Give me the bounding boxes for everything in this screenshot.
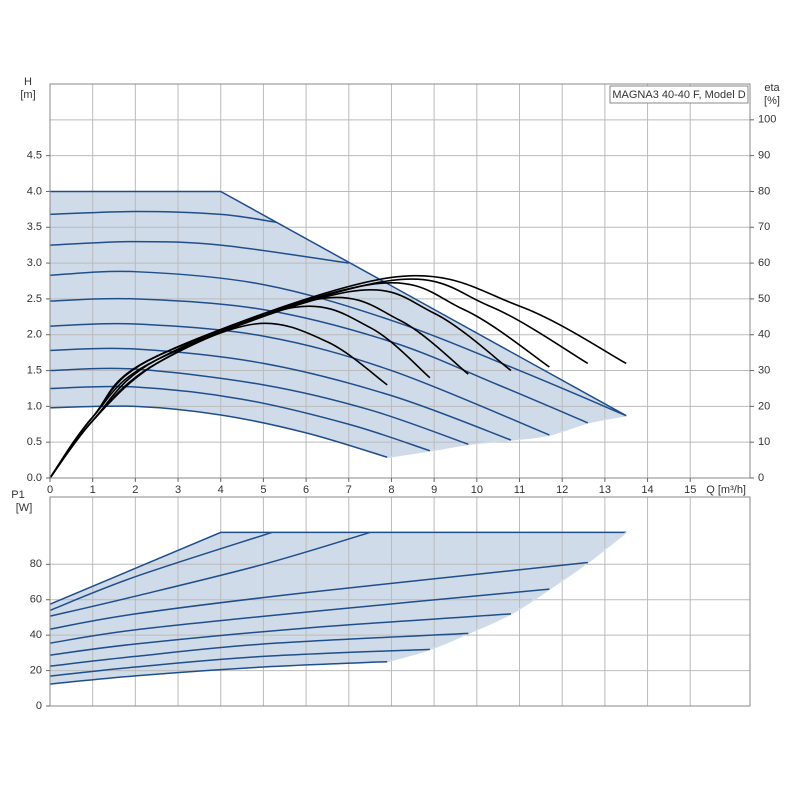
x-tick-label: 15 — [684, 484, 696, 496]
curve — [49, 347, 512, 441]
curve — [49, 531, 273, 612]
y-axis-label: P1 — [11, 489, 24, 501]
y2-tick-label: 10 — [758, 436, 770, 448]
y2-tick-label: 60 — [758, 257, 770, 269]
y-axis-unit: [W] — [16, 502, 33, 514]
curve — [49, 648, 430, 677]
x-tick-label: 14 — [641, 484, 653, 496]
y2-axis-label: eta — [764, 82, 780, 94]
y-tick-label: 1.5 — [27, 364, 42, 376]
y-tick-label: 3.0 — [27, 257, 42, 269]
y-tick-label: 4.0 — [27, 185, 42, 197]
x-tick-label: 0 — [47, 484, 53, 496]
y-tick-label: 3.5 — [27, 221, 42, 233]
x-tick-label: 12 — [556, 484, 568, 496]
curve — [49, 588, 550, 644]
curve — [49, 240, 349, 264]
curve — [49, 297, 589, 424]
y2-tick-label: 90 — [758, 150, 770, 162]
curve — [49, 270, 627, 417]
x-tick-label: 6 — [303, 484, 309, 496]
x-tick-label: 9 — [431, 484, 437, 496]
y-tick-label: 20 — [30, 664, 42, 676]
x-tick-label: 1 — [90, 484, 96, 496]
y-tick-label: 2.0 — [27, 329, 42, 341]
y-tick-label: 0 — [36, 700, 42, 712]
x-tick-label: 7 — [346, 484, 352, 496]
operating-area — [50, 191, 627, 458]
x-tick-label: 11 — [514, 484, 525, 496]
x-axis-label: Q [m³/h] — [706, 484, 746, 496]
plot-border — [49, 496, 751, 707]
x-tick-label: 10 — [471, 484, 483, 496]
y-axis-label: H — [24, 76, 32, 88]
chart-title: MAGNA3 40-40 F, Model D — [612, 89, 745, 101]
curve — [49, 561, 588, 630]
plot-border — [49, 83, 751, 479]
y-tick-label: 60 — [30, 594, 42, 606]
curve — [49, 210, 277, 224]
curve — [49, 531, 627, 605]
y-tick-label: 80 — [30, 558, 42, 570]
curve — [49, 531, 371, 617]
x-tick-label: 4 — [218, 484, 224, 496]
y2-tick-label: 70 — [758, 221, 770, 233]
x-tick-label: 3 — [175, 484, 181, 496]
y2-axis-unit: [%] — [764, 95, 780, 107]
x-tick-label: 5 — [260, 484, 266, 496]
curve — [49, 367, 469, 446]
title-box — [609, 85, 749, 104]
y2-tick-label: 30 — [758, 364, 770, 376]
y2-tick-label: 40 — [758, 329, 770, 341]
y-tick-label: 0.0 — [27, 472, 42, 484]
y2-tick-label: 50 — [758, 293, 770, 305]
curve — [50, 190, 627, 417]
x-tick-label: 2 — [132, 484, 138, 496]
y2-tick-label: 20 — [758, 400, 770, 412]
operating-area — [50, 532, 627, 685]
y-tick-label: 4.5 — [27, 150, 42, 162]
curve — [49, 322, 550, 436]
y-tick-label: 40 — [30, 629, 42, 641]
y-tick-label: 0.5 — [27, 436, 42, 448]
curve — [49, 660, 388, 685]
y2-tick-label: 0 — [758, 472, 764, 484]
y-axis-unit: [m] — [20, 89, 35, 101]
curve — [49, 613, 512, 656]
y-tick-label: 2.5 — [27, 293, 42, 305]
x-tick-label: 8 — [388, 484, 394, 496]
curve — [49, 632, 469, 667]
y2-tick-label: 100 — [758, 114, 776, 126]
y-tick-label: 1.0 — [27, 400, 42, 412]
efficiency-curve — [49, 274, 627, 479]
y2-tick-label: 80 — [758, 185, 770, 197]
curve — [49, 385, 431, 452]
x-tick-label: 13 — [599, 484, 611, 496]
